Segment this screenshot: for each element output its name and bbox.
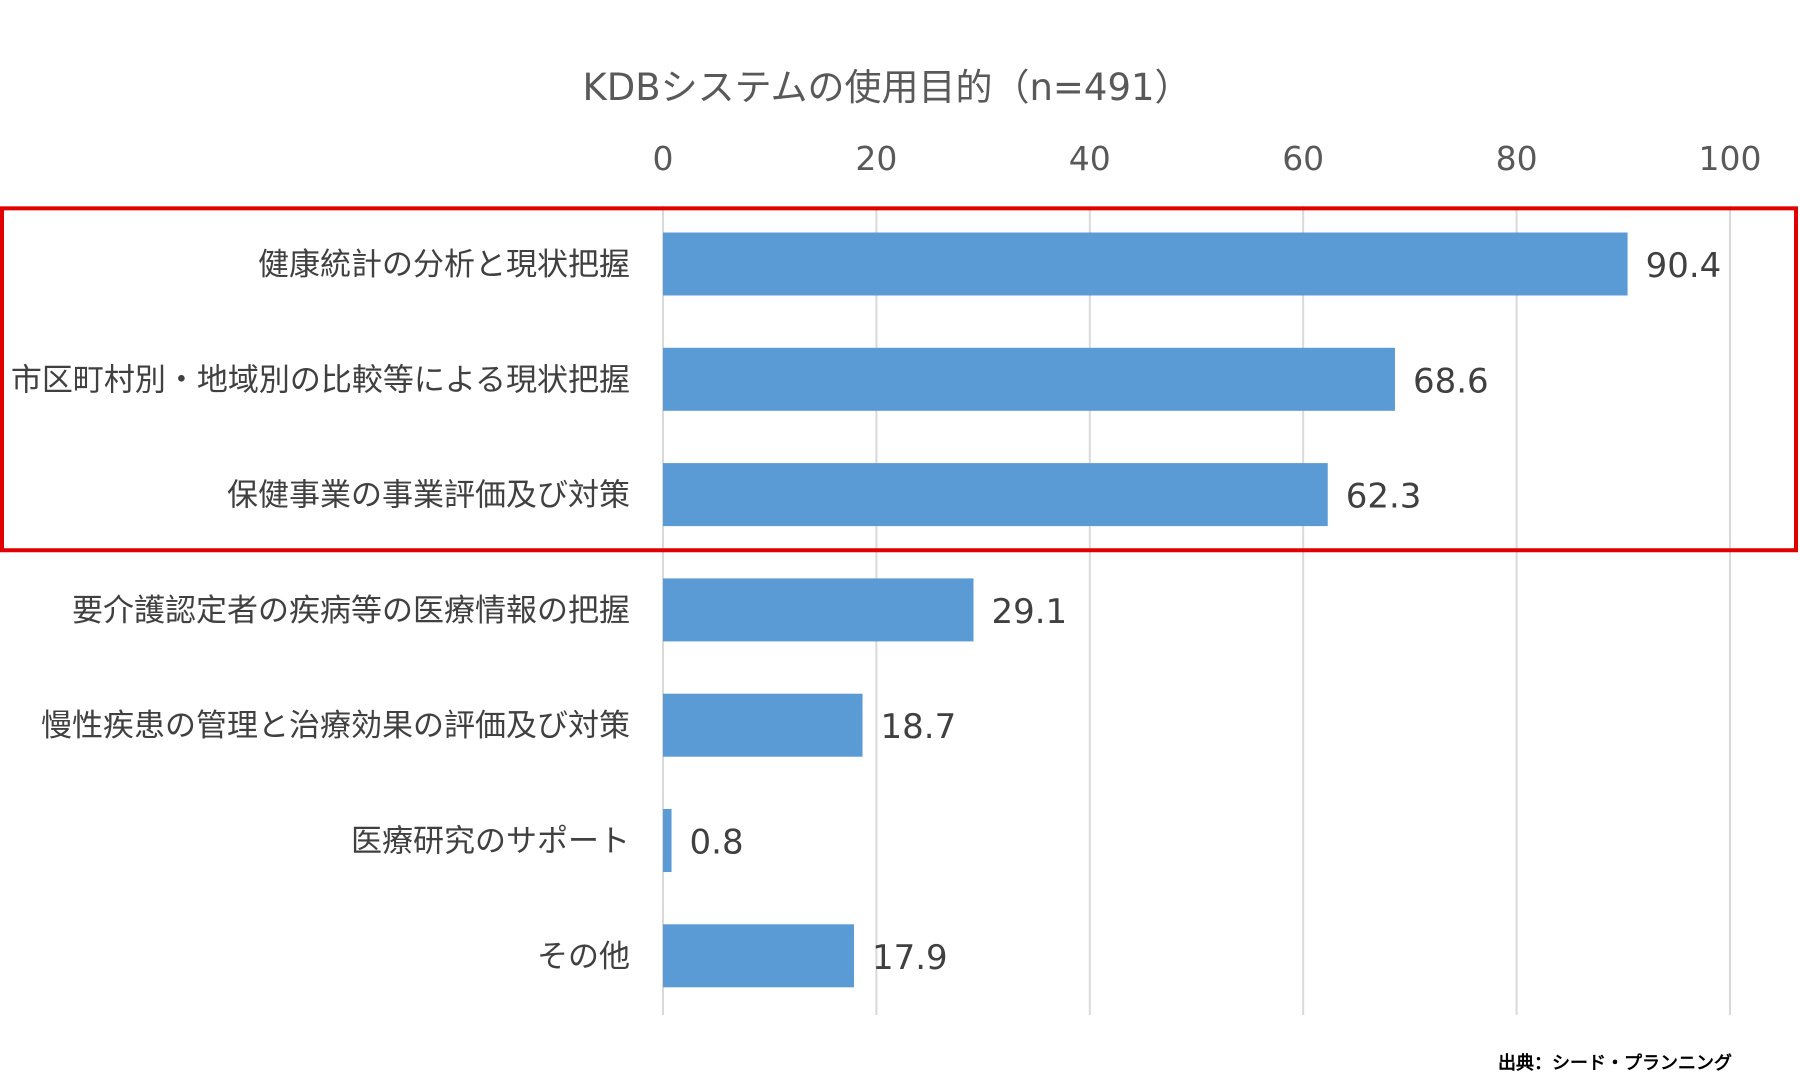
category-label: その他 (537, 939, 630, 975)
tick-label: 0 (653, 139, 674, 178)
bar (663, 232, 1628, 296)
gridlines (662, 206, 1731, 1015)
tick-label: 40 (1069, 139, 1111, 178)
bar (663, 693, 863, 757)
highlight-box (0, 206, 1798, 553)
category-label: 医療研究のサポート (351, 824, 630, 860)
category-label: 市区町村別・地域別の比較等による現状把握 (11, 362, 630, 398)
data-label: 62.3 (1346, 477, 1422, 517)
bar (663, 463, 1328, 527)
data-label: 68.6 (1413, 361, 1489, 401)
data-label: 18.7 (881, 707, 957, 747)
chart-title: KDBシステムの使用目的（n=491） (582, 66, 1191, 109)
x-axis-ticks: 0 20 40 60 80 100 (653, 139, 1762, 178)
tick-label: 60 (1282, 139, 1324, 178)
bar (663, 578, 974, 642)
tick-label: 80 (1496, 139, 1538, 178)
category-label: 要介護認定者の疾病等の医療情報の把握 (72, 593, 630, 629)
tick-label: 100 (1699, 139, 1762, 178)
category-label: 慢性疾患の管理と治療効果の評価及び対策 (41, 708, 630, 744)
data-label: 90.4 (1646, 246, 1722, 286)
data-label: 0.8 (690, 823, 744, 863)
bar (663, 347, 1395, 411)
source-note: 出典：シード・プランニング (1498, 1052, 1732, 1074)
data-labels: 90.4 68.6 62.3 29.1 18.7 0.8 17.9 (690, 246, 1722, 978)
bar (663, 809, 672, 872)
category-label: 健康統計の分析と現状把握 (258, 247, 630, 283)
bars (663, 232, 1628, 988)
data-label: 17.9 (872, 938, 948, 978)
category-labels: 健康統計の分析と現状把握市区町村別・地域別の比較等による現状把握保健事業の事業評… (11, 247, 630, 975)
category-label: 保健事業の事業評価及び対策 (227, 478, 630, 514)
tick-label: 20 (855, 139, 897, 178)
data-label: 29.1 (991, 592, 1067, 632)
bar (663, 924, 854, 988)
